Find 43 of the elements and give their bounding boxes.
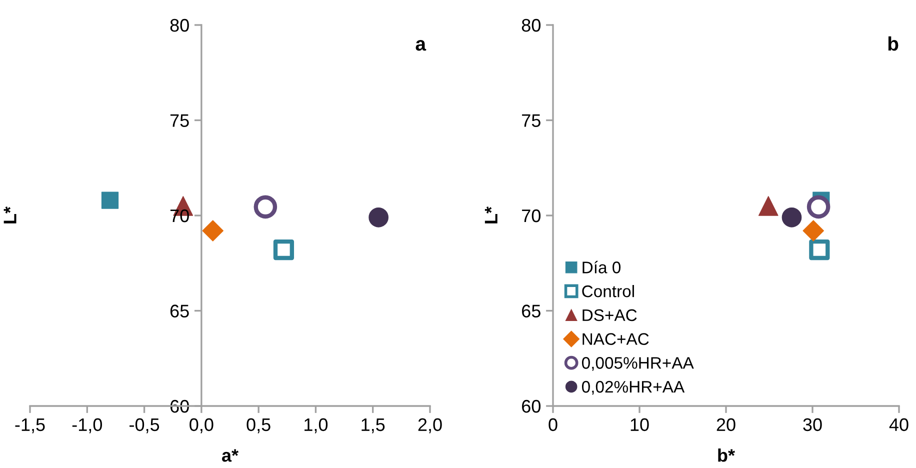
point bbox=[782, 207, 802, 228]
legend-label: NAC+AC bbox=[582, 333, 649, 345]
legend-label: DS+AC bbox=[582, 309, 637, 322]
point bbox=[202, 220, 224, 242]
point bbox=[368, 207, 388, 228]
y-axis-title: L* bbox=[4, 206, 16, 224]
x-tick-label: 1,0 bbox=[304, 418, 328, 434]
legend-label: 0,005%HR+AA bbox=[582, 357, 694, 371]
x-tick-label: -1,0 bbox=[72, 418, 102, 434]
point bbox=[802, 220, 824, 242]
y-tick-label: 75 bbox=[522, 114, 540, 127]
x-tick-label: -1,5 bbox=[15, 418, 45, 434]
x-tick-label: 0 bbox=[548, 418, 558, 432]
legend-label: 0,02%HR+AA bbox=[582, 380, 685, 395]
x-tick-label: 20 bbox=[716, 418, 736, 432]
point bbox=[758, 196, 778, 216]
point bbox=[809, 239, 830, 260]
point bbox=[806, 195, 830, 219]
y-tick-label: 70 bbox=[522, 209, 540, 222]
x-tick-label: 10 bbox=[630, 418, 649, 432]
point bbox=[273, 239, 294, 260]
y-tick-label: 75 bbox=[170, 114, 189, 127]
annotation: b bbox=[888, 36, 898, 51]
x-tick-label: 2,0 bbox=[418, 418, 442, 434]
x-tick-label: 1,5 bbox=[362, 418, 385, 434]
x-axis-title: a* bbox=[222, 449, 239, 462]
legend-label: Control bbox=[582, 284, 634, 298]
point bbox=[254, 195, 278, 219]
y-tick-label: 80 bbox=[522, 18, 540, 32]
x-tick-label: 40 bbox=[889, 418, 908, 432]
point bbox=[101, 192, 119, 209]
y-axis-title: L* bbox=[484, 206, 498, 224]
legend-label: Día 0 bbox=[582, 260, 621, 274]
x-tick-label: -0,5 bbox=[130, 418, 160, 434]
x-tick-label: 0,0 bbox=[190, 418, 214, 434]
y-tick-label: 65 bbox=[522, 304, 540, 318]
y-tick-label: 80 bbox=[170, 18, 189, 32]
y-tick-label: 65 bbox=[170, 304, 189, 318]
x-axis-title: b* bbox=[718, 448, 736, 462]
x-tick-label: 0,5 bbox=[246, 418, 270, 434]
x-tick-label: 30 bbox=[803, 418, 822, 432]
annotation: a bbox=[416, 40, 426, 51]
y-tick-label: 60 bbox=[522, 400, 540, 413]
